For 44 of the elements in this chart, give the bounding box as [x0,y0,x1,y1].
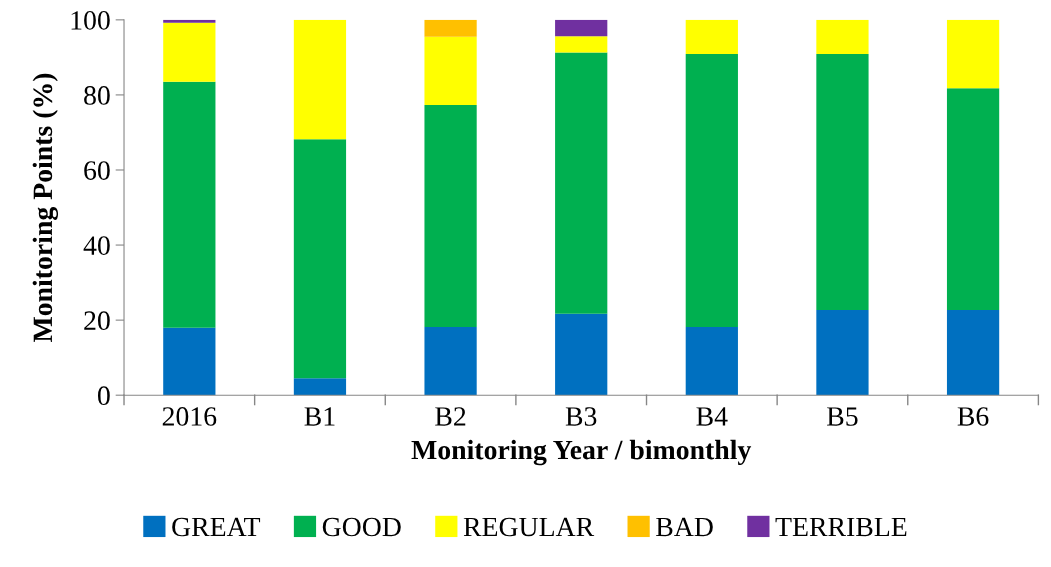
bar [946,309,1000,396]
bar [555,313,608,396]
x-tick-label: B3 [565,407,597,426]
legend-label: BAD [656,517,713,537]
y-tick-label: 60 [84,161,110,180]
bar [293,378,347,396]
x-tick-label: B5 [827,407,858,426]
bar [163,81,216,328]
legend-label: TERRIBLE [775,517,907,537]
bar [685,19,738,54]
bar [555,52,608,314]
bar [816,309,869,396]
legend-label: REGULAR [463,517,595,537]
x-axis-title: Monitoring Year / bimonthly [411,439,752,466]
x-tick-label: B6 [957,407,989,426]
y-tick-label: 20 [84,311,110,331]
bar [424,36,477,106]
legend-label: GREAT [172,517,261,537]
y-tick-label: 100 [71,11,110,30]
x-tick-label: B2 [435,407,466,426]
x-tick-label: B1 [304,407,335,426]
bar [555,36,608,53]
bar [163,22,216,82]
bar [555,19,608,37]
y-tick-label: 40 [83,236,110,255]
y-tick-label: 80 [84,86,110,105]
bar [424,105,477,327]
bar [424,326,477,396]
bar [424,19,477,37]
bar [685,326,738,396]
bar [163,327,216,396]
bar [816,19,869,54]
bar [293,19,347,140]
x-tick-label: B4 [696,407,728,426]
y-tick-label: 0 [97,386,110,406]
bar [685,54,738,327]
y-axis-title: Monitoring Points (%) [32,73,59,343]
x-tick-label: 2016 [162,407,217,426]
bar [946,88,1000,310]
bar [946,19,1000,89]
legend-label: GOOD [322,517,401,537]
bar [293,139,347,379]
bar [816,54,869,310]
bar [163,19,216,23]
